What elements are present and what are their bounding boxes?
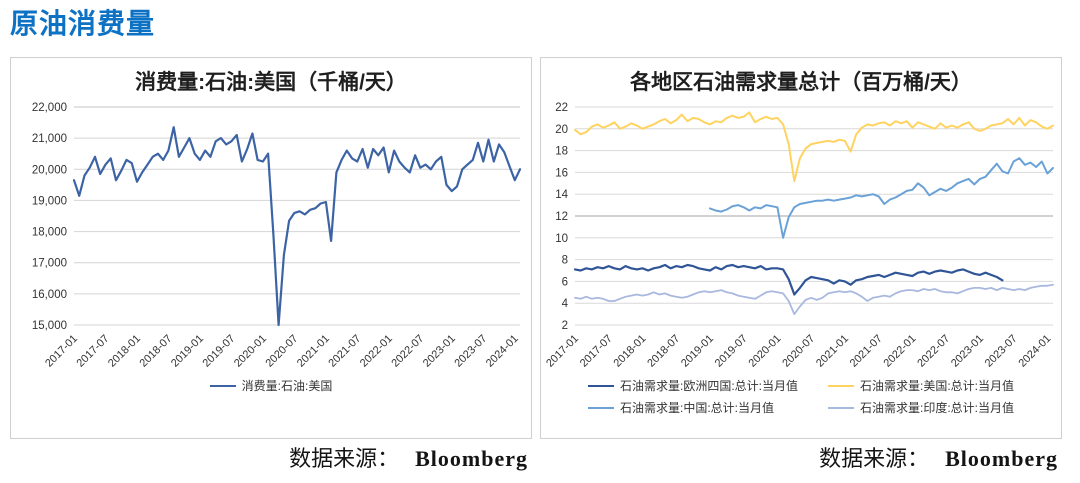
- x-tick-label: 2019-07: [713, 333, 750, 370]
- legend-item-3: 石油需求量:印度:总计:当月值: [828, 399, 1014, 416]
- data-source-value: Bloomberg: [945, 446, 1058, 471]
- legend-us-consumption: 消费量:石油:美国: [11, 377, 531, 394]
- y-tick-label: 12: [555, 211, 568, 223]
- x-tick-label: 2017-01: [43, 333, 80, 370]
- x-tick-label: 2021-01: [295, 333, 332, 370]
- series-line-3: [574, 283, 1054, 316]
- x-tick-label: 2022-01: [881, 333, 918, 370]
- x-tick-label: 2017-07: [578, 333, 615, 370]
- y-tick-label: 15,000: [32, 320, 67, 332]
- y-tick-label: 20: [555, 124, 568, 136]
- x-tick-label: 2023-07: [452, 333, 489, 370]
- y-tick-label: 16: [555, 168, 568, 180]
- y-tick-label: 8: [562, 255, 568, 267]
- y-tick-label: 2: [562, 320, 568, 332]
- y-tick-label: 18: [555, 146, 568, 158]
- legend-label: 石油需求量:美国:总计:当月值: [860, 379, 1015, 394]
- legend-line-swatch: [828, 384, 854, 387]
- y-tick-label: 22: [555, 102, 568, 114]
- series-line-0: [573, 264, 1004, 296]
- legend-line-swatch: [209, 384, 236, 387]
- x-tick-label: 2020-07: [263, 333, 300, 370]
- legend-regional-demand: 石油需求量:欧洲四国:总计:当月值 石油需求量:美国:总计:当月值石油需求量:中国…: [541, 377, 1061, 416]
- x-tick-label: 2023-07: [983, 333, 1020, 370]
- series-line-1: [574, 111, 1054, 183]
- x-tick-label: 2021-07: [848, 333, 885, 370]
- x-tick-label: 2017-07: [75, 333, 112, 370]
- page-title: 原油消费量: [10, 8, 156, 39]
- y-tick-label: 18,000: [32, 227, 67, 239]
- x-tick-label: 2017-01: [544, 333, 581, 370]
- legend-line-swatch: [587, 384, 614, 387]
- y-tick-label: 17,000: [32, 258, 67, 270]
- y-tick-label: 6: [562, 277, 568, 289]
- x-tick-label: 2022-07: [915, 333, 952, 370]
- legend-label: 石油需求量:欧洲四国:总计:当月值: [619, 379, 798, 394]
- chart-title-us-consumption: 消费量:石油:美国（千桶/天）: [135, 71, 407, 94]
- y-tick-label: 10: [555, 233, 568, 245]
- panel-regional-demand-chart: 各地区石油需求量总计（百万桶/天） 2 4 6 8 10 12 14 16 18 20 22 2017…: [540, 57, 1062, 439]
- x-tick-label: 2019-07: [200, 333, 237, 370]
- x-tick-label: 2024-01: [1016, 333, 1053, 370]
- legend-item-2: 石油需求量:中国:总计:当月值: [587, 399, 774, 416]
- legend-item-0: 消费量:石油:美国: [209, 377, 333, 394]
- y-tick-label: 22,000: [32, 102, 67, 114]
- x-tick-label: 2022-07: [389, 333, 426, 370]
- y-tick-label: 21,000: [32, 133, 67, 145]
- data-source-value: Bloomberg: [415, 446, 528, 471]
- x-tick-label: 2023-01: [421, 333, 458, 370]
- legend-label: 消费量:石油:美国: [241, 379, 333, 394]
- x-tick-label: 2020-01: [232, 333, 269, 370]
- series-line-0: [72, 126, 522, 327]
- x-tick-label: 2022-01: [358, 333, 395, 370]
- legend-label: 石油需求量:中国:总计:当月值: [619, 401, 774, 416]
- x-tick-label: 2018-07: [645, 333, 682, 370]
- data-source-label: 数据来源：: [289, 446, 400, 471]
- x-tick-label: 2018-01: [106, 333, 143, 370]
- data-source-label: 数据来源：: [819, 446, 930, 471]
- legend-line-swatch: [828, 406, 854, 409]
- x-tick-label: 2021-07: [326, 333, 363, 370]
- x-tick-label: 2024-01: [484, 333, 521, 370]
- x-tick-label: 2020-01: [747, 333, 784, 370]
- legend-item-0: 石油需求量:欧洲四国:总计:当月值: [587, 377, 798, 394]
- x-tick-label: 2023-01: [949, 333, 986, 370]
- y-tick-label: 16,000: [32, 289, 67, 301]
- y-tick-label: 20,000: [32, 164, 67, 176]
- legend-label: 石油需求量:印度:总计:当月值: [860, 401, 1015, 416]
- data-source-right: 数据来源： Bloomberg: [540, 441, 1062, 473]
- series-line-2: [709, 157, 1054, 239]
- x-tick-label: 2018-07: [138, 333, 175, 370]
- regional-demand-line-chart: 2468101214161820222017-012017-072018-012…: [544, 102, 1054, 370]
- data-sources-row: 数据来源： Bloomberg 数据来源： Bloomberg: [10, 441, 1062, 473]
- y-tick-label: 4: [562, 298, 569, 310]
- x-tick-label: 2020-07: [780, 333, 817, 370]
- x-tick-label: 2018-01: [612, 333, 649, 370]
- us-consumption-line-chart: 15,000 16,000 17,000 18,000 19,000 20,000 21,0…: [32, 102, 522, 370]
- y-tick-label: 14: [555, 189, 568, 201]
- x-tick-label: 2021-01: [814, 333, 851, 370]
- legend-line-swatch: [587, 406, 614, 409]
- y-tick-label: 19,000: [32, 196, 67, 208]
- charts-row: 消费量:石油:美国（千桶/天） 15,000 16,000 17,000 18,000…: [10, 57, 1062, 439]
- panel-us-consumption-chart: 消费量:石油:美国（千桶/天） 15,000 16,000 17,000 18,000…: [10, 57, 532, 439]
- x-tick-label: 2019-01: [679, 333, 716, 370]
- legend-item-1: 石油需求量:美国:总计:当月值: [828, 377, 1014, 394]
- x-tick-label: 2019-01: [169, 333, 206, 370]
- data-source-left: 数据来源： Bloomberg: [10, 441, 532, 473]
- chart-title-regional-demand: 各地区石油需求量总计（百万桶/天）: [630, 71, 972, 94]
